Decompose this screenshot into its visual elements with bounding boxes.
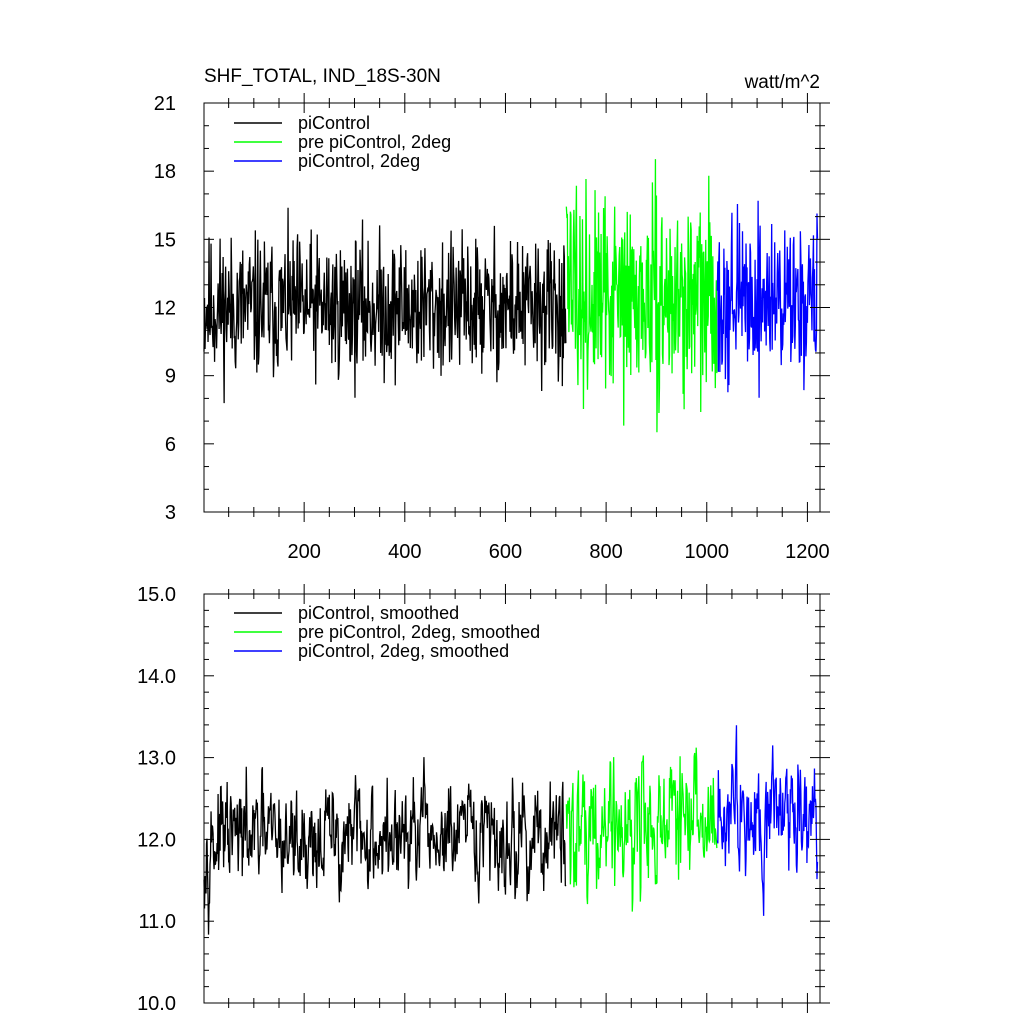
legend-label: piControl <box>298 113 370 133</box>
x-tick-label: 1200 <box>785 541 830 563</box>
y-tick-label: 15.0 <box>137 584 176 606</box>
x-tick-label: 200 <box>287 541 320 563</box>
series-line-picontrol-2deg-smoothed <box>716 725 819 916</box>
legend-label: pre piControl, 2deg <box>298 132 451 152</box>
bottom-panel: 10.0 11.0 12.0 13.0 14.0 15.0 piControl, smoo… <box>137 584 830 1015</box>
y-tick-label: 15 <box>154 229 176 251</box>
legend-label: piControl, smoothed <box>298 603 459 623</box>
top-panel: SHF_TOTAL, IND_18S-30N watt/m^2 200 400 60… <box>154 66 830 563</box>
legend-label: pre piControl, 2deg, smoothed <box>298 622 540 642</box>
y-tick-label: 18 <box>154 161 176 183</box>
series-line-pre-picontrol-2deg <box>565 159 718 433</box>
legend-label: piControl, 2deg <box>298 151 420 171</box>
series-line-picontrol <box>203 207 567 404</box>
y-tick-label: 3 <box>165 502 176 524</box>
units-label: watt/m^2 <box>744 72 820 93</box>
top-series-layer <box>203 159 819 433</box>
y-tick-label: 6 <box>165 434 176 456</box>
x-tick-label: 400 <box>388 541 421 563</box>
y-tick-label: 13.0 <box>137 748 176 770</box>
x-tick-label: 1000 <box>685 541 730 563</box>
x-tick-label: 800 <box>589 541 622 563</box>
series-line-picontrol-2deg <box>716 200 819 398</box>
series-line-pre-picontrol-2deg-smoothed <box>565 747 718 912</box>
top-ticks-layer: 200 400 600 800 1000 1200 3 6 9 12 15 18 21 <box>154 93 830 563</box>
bottom-plot-frame <box>203 593 821 1004</box>
y-tick-label: 10.0 <box>137 993 176 1015</box>
legend-label: piControl, 2deg, smoothed <box>298 641 509 661</box>
y-tick-label: 21 <box>154 93 176 115</box>
y-tick-label: 14.0 <box>137 666 176 688</box>
chart-title: SHF_TOTAL, IND_18S-30N <box>204 66 441 87</box>
series-line-picontrol-smoothed <box>203 757 567 935</box>
bottom-series-layer <box>203 725 819 935</box>
y-tick-label: 12.0 <box>137 829 176 851</box>
bottom-ticks-layer: 10.0 11.0 12.0 13.0 14.0 15.0 <box>137 584 830 1015</box>
y-tick-label: 9 <box>165 366 176 388</box>
y-tick-label: 11.0 <box>139 911 176 933</box>
y-tick-label: 12 <box>154 298 176 320</box>
x-tick-label: 600 <box>489 541 522 563</box>
